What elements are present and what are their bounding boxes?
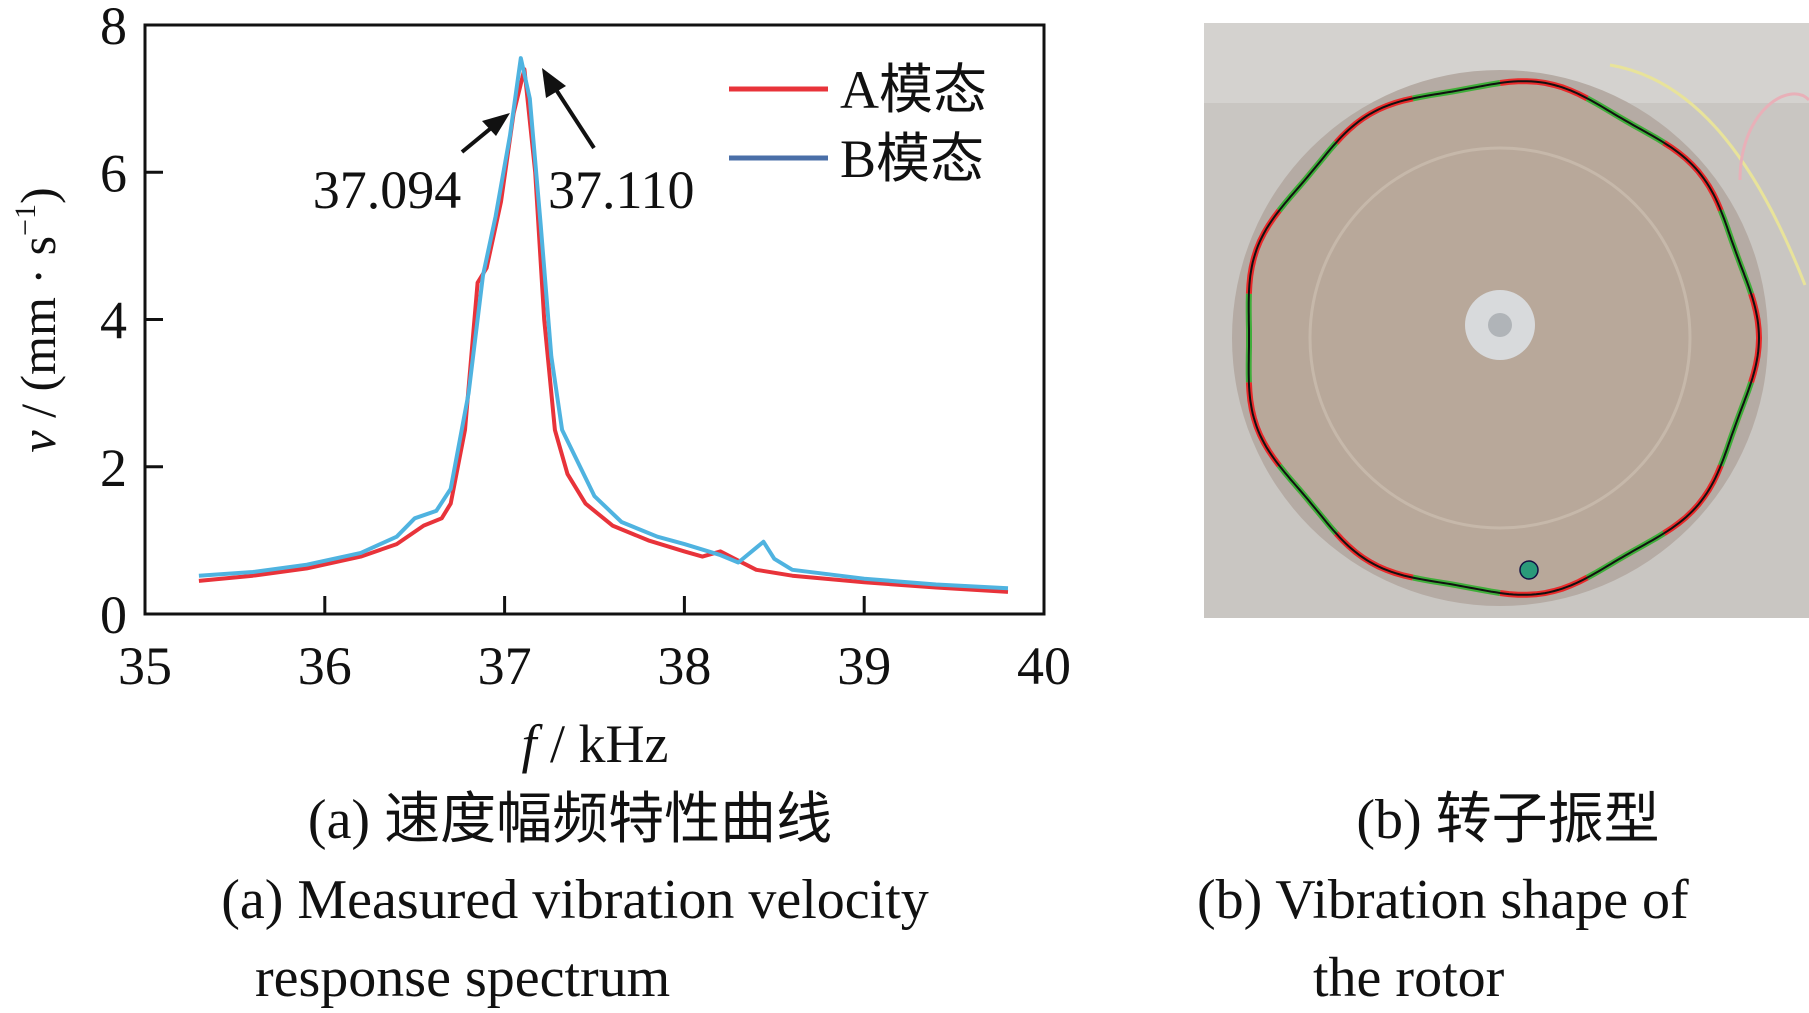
mode-shape-outline bbox=[1247, 80, 1761, 596]
peak-annotation-b: 37.110 bbox=[542, 68, 695, 220]
arrow-line bbox=[553, 86, 596, 150]
x-axis: 35 36 37 38 39 40 bbox=[118, 596, 1071, 696]
measurement-point-marker bbox=[1519, 560, 1539, 580]
curves bbox=[198, 56, 1009, 594]
x-axis-label-unit: / kHz bbox=[537, 714, 669, 774]
y-tick-label: 0 bbox=[100, 585, 127, 645]
x-tick-label: 38 bbox=[657, 636, 711, 696]
y-axis-label-sup: −1 bbox=[9, 204, 42, 236]
x-tick-label: 40 bbox=[1017, 636, 1071, 696]
y-tick-label: 2 bbox=[100, 438, 127, 498]
y-axis-label-close: ) bbox=[10, 187, 66, 204]
wire-yellow bbox=[1609, 63, 1807, 286]
y-axis: 0 2 4 6 8 bbox=[100, 0, 163, 645]
velocity-spectrum-chart: 35 36 37 38 39 40 0 2 4 6 8 37.094 37.110 A模态 B模态… bbox=[9, 0, 1071, 774]
y-tick-label: 4 bbox=[100, 291, 127, 351]
x-axis-label: f / kHz bbox=[522, 714, 669, 774]
vibration-mode-shape bbox=[1245, 78, 1763, 598]
peak-annotation-a: 37.094 bbox=[313, 113, 510, 220]
legend-label-a: A模态 bbox=[840, 60, 987, 120]
y-tick-label: 6 bbox=[100, 143, 127, 203]
y-axis-label-unit: / (mm · s bbox=[10, 236, 66, 430]
legend: A模态 B模态 bbox=[729, 60, 987, 189]
caption-a-en-line2: response spectrum bbox=[255, 947, 670, 1009]
y-axis-label: v / (mm · s−1) bbox=[9, 187, 66, 452]
caption-b-cn: (b) 转子振型 bbox=[1356, 789, 1659, 851]
series-line-b bbox=[198, 56, 1009, 591]
x-tick-label: 35 bbox=[118, 636, 172, 696]
caption-b-en-line2: the rotor bbox=[1313, 947, 1505, 1009]
y-axis-label-var: v bbox=[10, 430, 66, 453]
wire-pink bbox=[1738, 92, 1809, 181]
rotor-inner-ring bbox=[1308, 146, 1692, 530]
y-tick-label: 8 bbox=[100, 0, 127, 56]
rotor-hub-hole bbox=[1488, 313, 1512, 337]
legend-label-b: B模态 bbox=[840, 129, 984, 189]
arrow-head bbox=[482, 113, 510, 136]
arrow-head bbox=[542, 68, 566, 98]
x-tick-label: 39 bbox=[837, 636, 891, 696]
x-tick-label: 36 bbox=[298, 636, 352, 696]
rotor-photo bbox=[1204, 23, 1809, 618]
caption-b-en-line1: (b) Vibration shape of bbox=[1197, 869, 1689, 931]
caption-a-en-line1: (a) Measured vibration velocity bbox=[221, 869, 929, 931]
caption-a-cn: (a) 速度幅频特性曲线 bbox=[308, 789, 832, 851]
x-tick-label: 37 bbox=[478, 636, 532, 696]
annotation-label: 37.110 bbox=[548, 160, 695, 220]
annotation-label: 37.094 bbox=[313, 160, 462, 220]
